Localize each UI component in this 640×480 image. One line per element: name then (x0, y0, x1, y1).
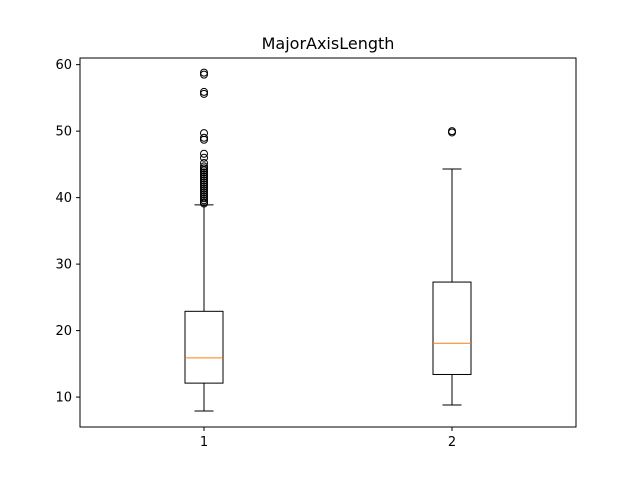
outlier-point (200, 153, 208, 162)
outlier-point (200, 87, 208, 96)
outlier-point (200, 180, 208, 189)
x-tick-label: 1 (200, 435, 208, 450)
axes: 10 20 30 40 50 60 1 2 (55, 58, 456, 450)
plot-area (184, 68, 472, 412)
chart-title: MajorAxisLength (262, 34, 395, 53)
outlier-point (200, 174, 208, 183)
outlier-point (448, 127, 456, 136)
outlier-point (200, 133, 208, 142)
y-tick-label: 40 (55, 191, 72, 206)
outlier-point (200, 170, 208, 179)
iqr-box (432, 281, 472, 375)
outlier-point (200, 184, 208, 193)
outlier-point (200, 164, 208, 173)
outlier-point (200, 168, 208, 177)
axes-frame (79, 57, 577, 428)
outlier-point (200, 70, 208, 79)
outlier-point (200, 188, 208, 197)
x-tick-label: 2 (448, 435, 456, 450)
outlier-point (200, 149, 208, 158)
y-tick-label: 10 (55, 391, 72, 406)
outlier-point (200, 196, 208, 205)
iqr-box (184, 310, 224, 384)
outlier-point (200, 186, 208, 195)
box-group-1 (184, 68, 224, 412)
outlier-point (200, 190, 208, 199)
outlier-point (200, 89, 208, 98)
outlier-point (200, 162, 208, 171)
y-tick-label: 20 (55, 324, 72, 339)
outlier-point (200, 68, 208, 77)
outlier-point (200, 194, 208, 203)
y-tick-label: 50 (55, 125, 72, 140)
outlier-point (200, 172, 208, 181)
outlier-point (200, 176, 208, 185)
outlier-point (200, 182, 208, 191)
outlier-point (200, 159, 208, 168)
box-group-2 (432, 127, 472, 406)
outlier-point (200, 129, 208, 138)
outlier-point (200, 198, 208, 207)
outlier-point (200, 178, 208, 187)
y-tick-label: 60 (55, 58, 72, 73)
outlier-point (200, 192, 208, 201)
y-tick-label: 30 (55, 258, 72, 273)
